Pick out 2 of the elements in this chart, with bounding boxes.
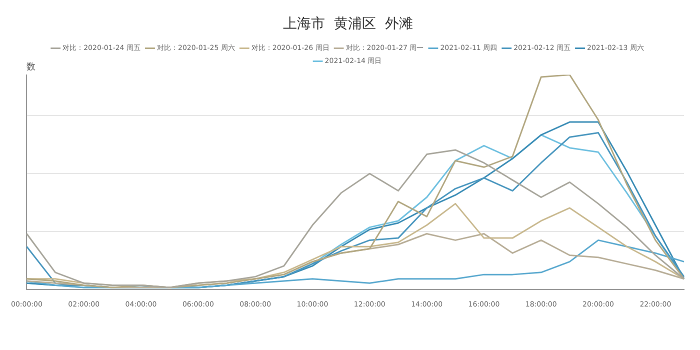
y-axis-title: 数 [26,62,36,73]
chart-title: 上海市 黄浦区 外滩 [283,16,413,32]
